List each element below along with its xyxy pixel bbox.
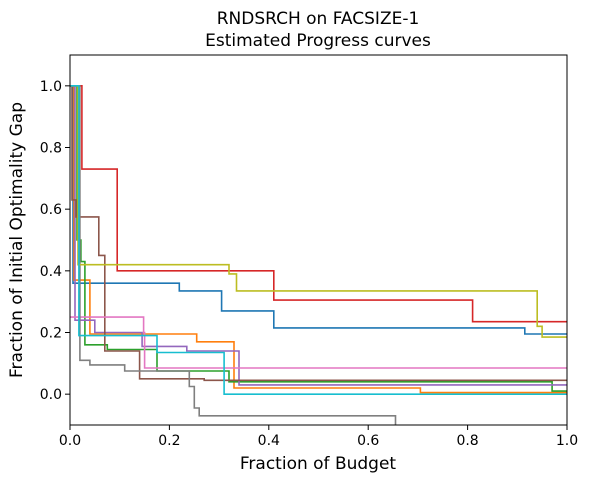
x-tick-label: 0.0 [59,433,81,449]
series-line-10 [70,85,567,396]
x-axis-label: Fraction of Budget [240,454,397,474]
y-axis: 0.0 0.2 0.4 0.6 0.8 1.0 [40,79,70,403]
x-tick-label: 0.6 [357,433,379,449]
x-tick-label: 0.4 [258,433,280,449]
series-layer [70,85,567,425]
y-tick-label: 0.6 [40,202,62,218]
series-line-9 [70,85,567,338]
y-tick-label: 0.2 [40,326,62,342]
series-line-4 [70,85,567,323]
x-tick-label: 0.2 [158,433,180,449]
x-tick-label: 0.8 [456,433,478,449]
chart-title-line-2: Estimated Progress curves [205,31,431,51]
y-tick-label: 0.8 [40,141,62,157]
y-tick-label: 1.0 [40,79,62,95]
plot-frame [69,54,568,426]
series-line-1 [70,85,567,335]
series-line-2 [70,85,567,394]
x-tick-label: 1.0 [556,433,578,449]
series-line-6 [70,85,567,382]
y-tick-label: 0.4 [40,264,62,280]
x-axis: 0.0 0.2 0.4 0.6 0.8 1.0 [59,425,578,449]
series-line-7 [70,316,567,369]
y-axis-label: Fraction of Initial Optimality Gap [7,102,27,378]
series-line-5 [70,85,567,386]
y-tick-label: 0.0 [40,387,62,403]
series-line-8 [70,85,397,425]
chart-title-line-1: RNDSRCH on FACSIZE-1 [217,9,420,29]
